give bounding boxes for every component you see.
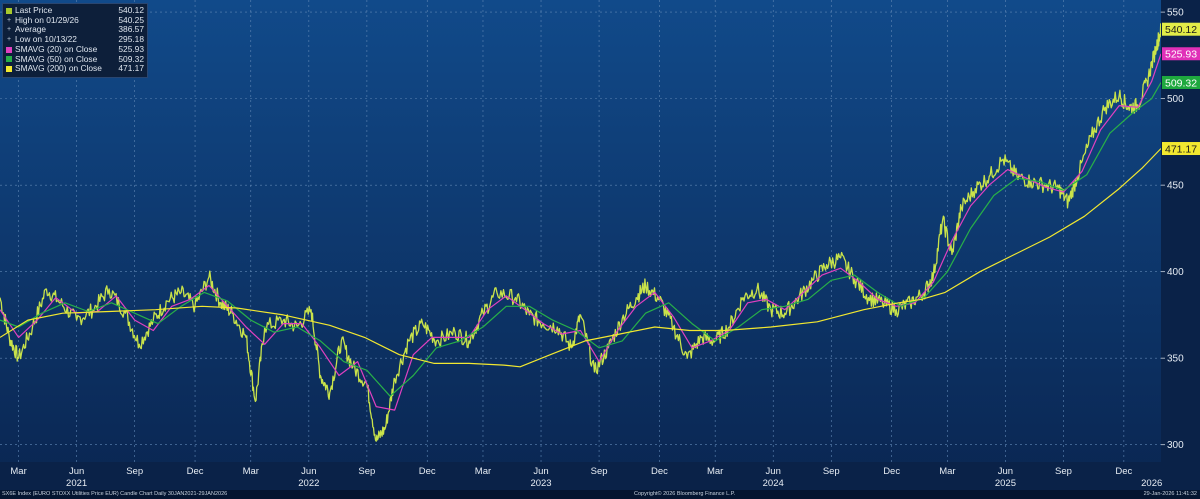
y-tick-label: 400 <box>1167 267 1184 278</box>
x-month-label: Jun <box>998 466 1013 477</box>
price-tag-label: 509.32 <box>1165 77 1197 89</box>
legend-value: 525.93 <box>118 43 144 54</box>
x-month-label: Mar <box>475 466 491 477</box>
legend-label: Last Price <box>15 6 53 15</box>
x-month-label: Mar <box>243 466 259 477</box>
x-month-label: Sep <box>823 466 840 477</box>
grid-lines <box>0 0 1161 462</box>
x-month-label: Mar <box>939 466 955 477</box>
x-month-label: Dec <box>419 466 436 477</box>
y-tick-label: 350 <box>1167 354 1184 365</box>
footer-copyright: Copyright© 2026 Bloomberg Finance L.P. <box>634 491 736 497</box>
footer-source: SX6E Index (EURO STOXX Utilities Price E… <box>2 491 228 497</box>
price-tag-label: 471.17 <box>1165 143 1197 155</box>
legend-value: 471.17 <box>118 63 144 74</box>
legend-swatch <box>6 66 12 73</box>
price-tag <box>1162 47 1200 61</box>
x-month-label: Jun <box>301 466 316 477</box>
x-year-label: 2022 <box>298 478 319 489</box>
x-month-label: Jun <box>533 466 548 477</box>
y-tick-label: 550 <box>1167 8 1184 19</box>
x-month-label: Sep <box>591 466 608 477</box>
price-tag-label: 525.93 <box>1165 49 1197 61</box>
last-price-line <box>0 23 1162 442</box>
legend-label: SMAVG (20) on Close <box>15 44 98 54</box>
y-tick-label: 450 <box>1167 181 1184 192</box>
price-tag <box>1162 22 1200 36</box>
smavg-20-line <box>0 53 1162 411</box>
legend-label: SMAVG (50) on Close <box>15 54 98 64</box>
x-month-label: Dec <box>187 466 204 477</box>
x-month-label: Sep <box>126 466 143 477</box>
x-month-label: Jun <box>69 466 84 477</box>
legend-swatch <box>6 56 12 63</box>
y-tick-label: 500 <box>1167 94 1184 105</box>
x-month-label: Mar <box>707 466 723 477</box>
legend-row: + Low on 10/13/22 295.18 <box>6 34 144 45</box>
y-tick-label: 300 <box>1167 440 1184 451</box>
legend-label: Low on 10/13/22 <box>15 35 77 45</box>
footer-timestamp: 29-Jan-2026 11:41:32 <box>1143 491 1197 497</box>
legend-value: 509.32 <box>118 53 144 64</box>
legend-row: SMAVG (20) on Close 525.93 <box>6 43 144 55</box>
x-month-label: Jun <box>766 466 781 477</box>
x-month-label: Mar <box>10 466 26 477</box>
legend-label: High on 01/29/26 <box>15 15 79 25</box>
legend-value: 540.25 <box>118 14 144 25</box>
x-month-label: Dec <box>883 466 900 477</box>
y-axis-band <box>1161 0 1200 462</box>
smavg-50-line <box>0 82 1162 397</box>
legend-row: + High on 01/29/26 540.25 <box>6 14 144 26</box>
price-tag-label: 540.12 <box>1165 24 1197 36</box>
x-month-label: Dec <box>1115 466 1132 477</box>
legend-value: 295.18 <box>118 34 144 45</box>
price-tag <box>1162 76 1200 90</box>
legend-value: 540.12 <box>118 5 144 15</box>
legend-value: 386.57 <box>118 24 144 35</box>
legend-label: Average <box>15 25 47 35</box>
series-layer <box>0 23 1162 442</box>
legend-row: SMAVG (50) on Close 509.32 <box>6 53 144 65</box>
axis-labels: 300 350 400 450 500 550 Mar Jun Sep Dec Mar Jun Sep D… <box>10 8 1184 489</box>
x-year-label: 2023 <box>530 478 551 489</box>
x-year-label: 2024 <box>763 478 784 489</box>
legend-marker-icon: + <box>6 26 12 34</box>
x-year-label: 2025 <box>995 478 1016 489</box>
smavg-200-line <box>0 148 1162 368</box>
legend-row: SMAVG (200) on Close 471.17 <box>6 64 144 74</box>
legend-swatch <box>6 7 12 14</box>
x-month-label: Sep <box>358 466 375 477</box>
x-month-label: Dec <box>651 466 668 477</box>
legend-row: + Average 386.57 <box>6 25 144 35</box>
price-tags: 540.12 525.93 509.32 471.17 <box>1162 22 1200 156</box>
x-month-label: Sep <box>1055 466 1072 477</box>
price-tag <box>1162 142 1200 156</box>
legend-marker-icon: + <box>6 36 12 44</box>
legend-marker-icon: + <box>6 16 12 24</box>
legend-row: Last Price 540.12 <box>6 5 144 16</box>
x-year-label: 2021 <box>66 478 87 489</box>
legend-label: SMAVG (200) on Close <box>15 64 102 74</box>
footer: SX6E Index (EURO STOXX Utilities Price E… <box>0 490 1200 499</box>
legend: Last Price 540.12 + High on 01/29/26 540.25 +… <box>2 3 148 78</box>
x-year-label: 2026 <box>1141 478 1162 489</box>
legend-swatch <box>6 46 12 53</box>
x-axis-band <box>0 462 1200 490</box>
